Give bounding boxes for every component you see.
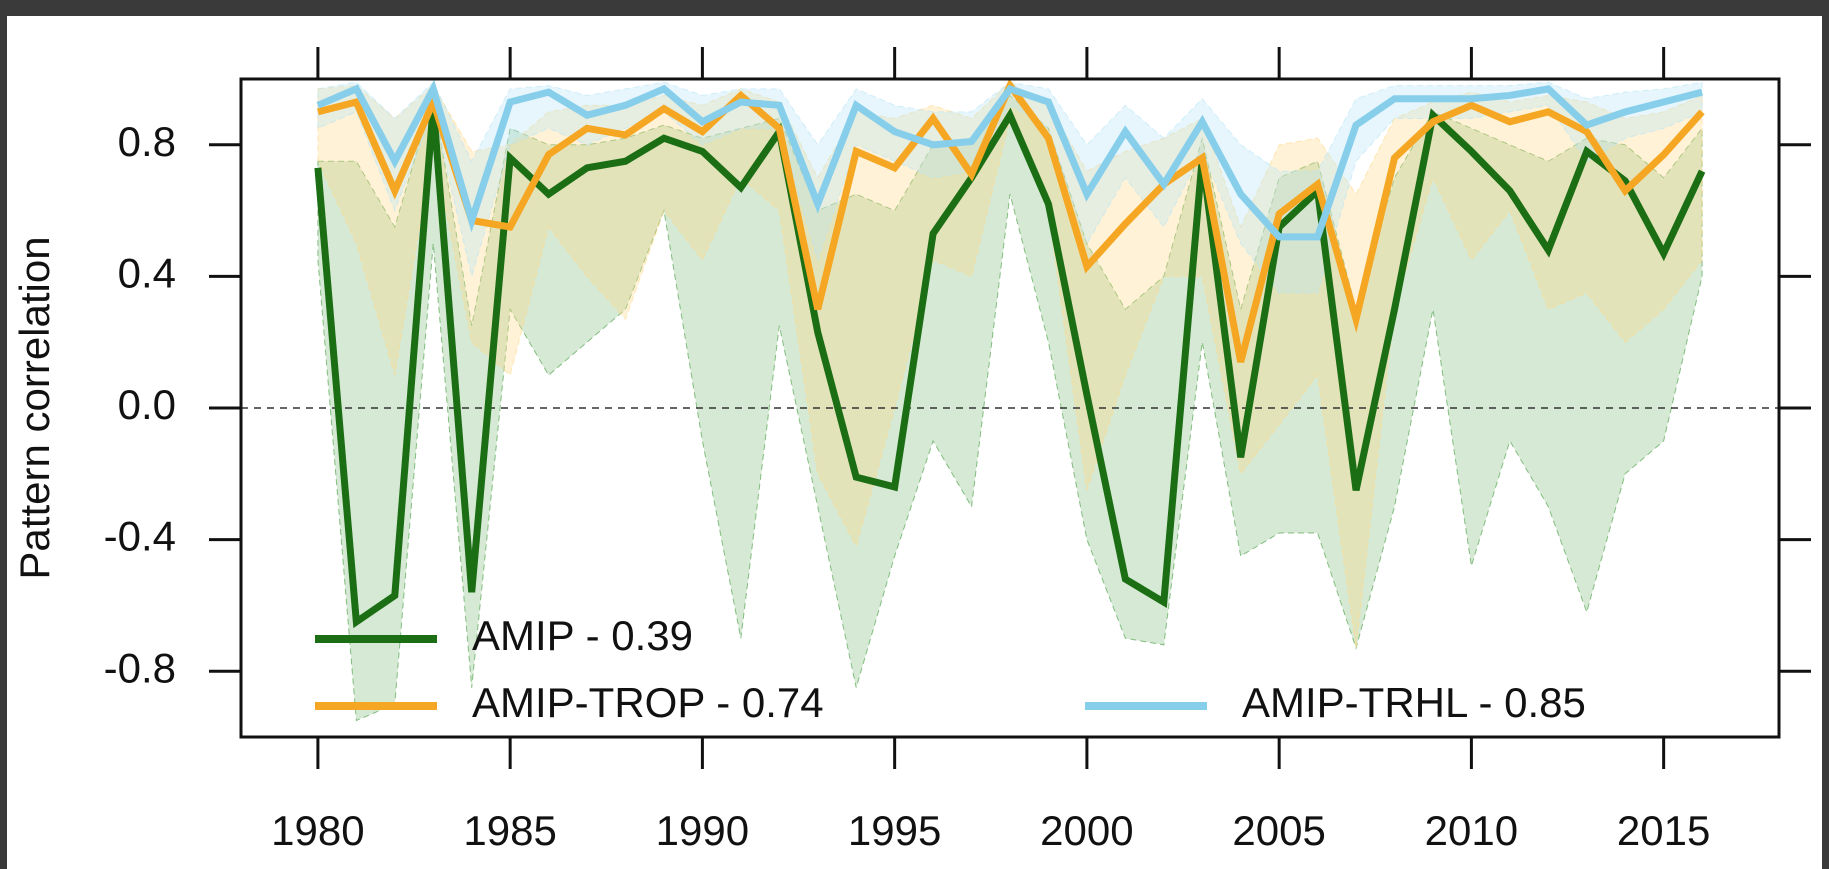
y-axis-label: Pattern correlation (11, 236, 58, 579)
top-frame (0, 0, 1829, 16)
x-tick-label: 1985 (463, 807, 556, 854)
series-line (316, 79, 1703, 241)
x-tick-label: 2005 (1232, 807, 1325, 854)
spread-band (317, 94, 1703, 722)
y-tick-label: -0.4 (104, 513, 176, 560)
x-tick-label: 2015 (1617, 807, 1710, 854)
y-tick-label: 0.4 (118, 249, 176, 296)
y-tick-label: 0.0 (118, 381, 176, 428)
x-tick-label: 1995 (848, 807, 941, 854)
y-tick-label: -0.8 (104, 644, 176, 691)
x-tick-label: 2010 (1425, 807, 1518, 854)
legend-label: AMIP-TRHL - 0.85 (1242, 679, 1586, 726)
right-frame (1822, 0, 1829, 869)
series-line (314, 105, 1706, 629)
x-tick-label: 1990 (656, 807, 749, 854)
x-tick-label: 2000 (1040, 807, 1133, 854)
legend-label: AMIP - 0.39 (472, 612, 693, 659)
left-frame (0, 0, 7, 869)
y-tick-label: 0.8 (118, 118, 176, 165)
x-tick-label: 1980 (271, 807, 364, 854)
spread-band (317, 81, 1703, 649)
legend-label: AMIP-TROP - 0.74 (472, 679, 824, 726)
